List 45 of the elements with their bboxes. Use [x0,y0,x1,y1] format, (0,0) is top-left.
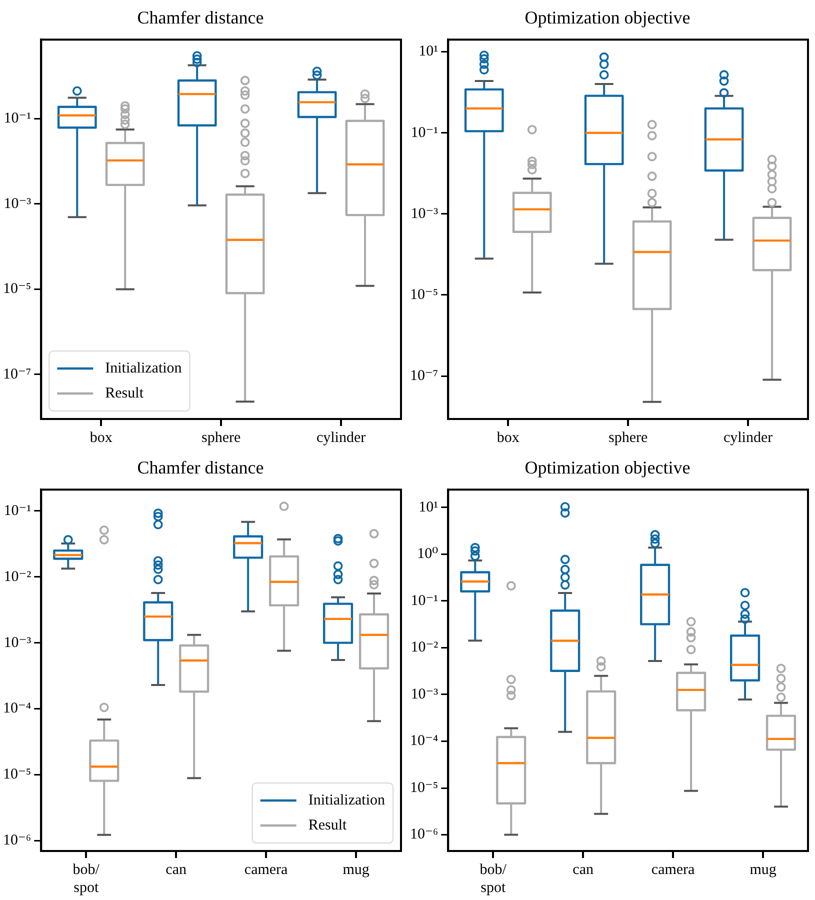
legend-label: Result [308,817,348,834]
x-tick-label: mug [750,862,777,878]
y-tick-label: 10⁻⁶ [2,832,32,849]
y-tick-label: 10⁻⁴ [410,733,438,750]
y-tick-label: 10⁻¹ [4,110,32,127]
legend-label: Initialization [105,360,182,376]
chart-title: Optimization objective [524,8,690,28]
y-tick-label: 10⁻¹ [410,124,438,141]
y-tick-label: 10¹ [418,44,438,60]
chart-title: Chamfer distance [137,458,264,478]
y-tick-label: 10⁰ [417,546,438,562]
x-tick-label: camera [244,862,288,878]
x-tick-label: cylinder [316,430,366,446]
y-tick-label: 10⁻⁵ [410,780,438,796]
y-tick-label: 10⁻³ [410,206,439,222]
y-tick-label: 10⁻³ [410,686,439,702]
y-tick-label: 10¹ [418,499,438,516]
x-tick-label: can [166,862,187,878]
x-tick-label: box [496,430,520,446]
x-tick-label: box [90,430,113,446]
legend-label: Result [105,385,144,402]
y-tick-label: 10⁻⁵ [2,766,32,783]
y-tick-label: 10⁻⁶ [410,826,438,843]
y-tick-label: 10⁻⁷ [410,368,438,384]
x-tick-label: sphere [608,430,648,446]
x-tick-label: can [572,862,594,878]
chart-title: Chamfer distance [137,8,264,28]
x-tick-label: bob/spot [72,862,100,896]
y-tick-label: 10⁻¹ [410,592,438,609]
y-tick-label: 10⁻³ [4,634,32,651]
y-tick-label: 10⁻⁵ [2,281,32,298]
y-tick-label: 10⁻² [410,640,439,656]
chart-title: Optimization objective [524,458,690,478]
x-tick-label: camera [651,862,696,878]
y-tick-label: 10⁻⁷ [2,366,32,382]
x-tick-label: cylinder [723,430,773,446]
x-tick-label: bob/spot [480,862,508,896]
x-tick-label: mug [342,862,370,878]
x-tick-label: sphere [201,430,241,446]
y-tick-label: 10⁻³ [4,196,32,212]
y-tick-label: 10⁻⁵ [410,286,438,303]
y-tick-label: 10⁻⁴ [2,700,32,717]
y-tick-label: 10⁻² [4,568,32,585]
y-tick-label: 10⁻¹ [4,502,32,519]
legend-label: Initialization [308,792,386,808]
